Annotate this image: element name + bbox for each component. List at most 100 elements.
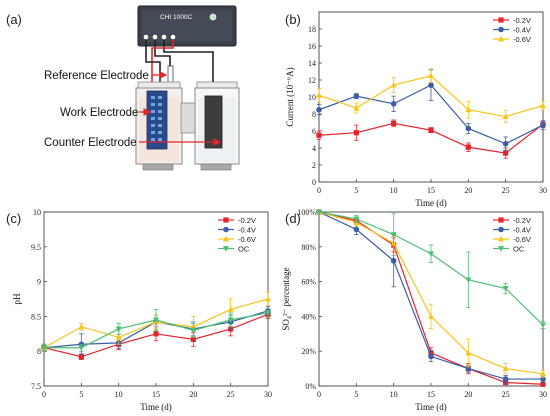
potentiostat-device: CHI 1000C xyxy=(137,5,237,47)
data-point xyxy=(316,209,322,216)
y-tick-label: 16 xyxy=(308,42,316,51)
y-tick-label: 14 xyxy=(308,59,316,68)
legend-marker xyxy=(498,235,504,242)
legend-marker xyxy=(223,235,229,242)
data-point xyxy=(227,317,234,324)
data-point xyxy=(428,127,434,133)
data-point xyxy=(316,132,322,138)
data-point xyxy=(153,317,159,324)
y-axis-label: pH xyxy=(12,293,22,305)
data-point xyxy=(153,331,159,337)
data-point xyxy=(390,257,397,264)
data-point xyxy=(390,232,397,238)
y-tick-label: 100% xyxy=(297,208,316,217)
device-label: CHI 1000C xyxy=(160,14,192,21)
legend-label: -0.2V xyxy=(238,216,256,225)
x-tick-label: 15 xyxy=(427,390,435,399)
plot-frame xyxy=(43,211,269,387)
connector-port-icon xyxy=(143,34,149,40)
legend-label: -0.4V xyxy=(513,226,531,235)
y-tick-label: 12 xyxy=(308,76,316,85)
x-axis-label: Time (d) xyxy=(415,402,446,412)
power-light-icon xyxy=(209,13,217,21)
y-tick-label: 20% xyxy=(301,347,316,356)
panel-label-c: (c) xyxy=(6,211,21,226)
x-tick-label: 20 xyxy=(464,390,472,399)
data-point xyxy=(316,106,322,113)
y-tick-label: 6 xyxy=(312,127,316,136)
legend-marker xyxy=(498,226,504,233)
data-point xyxy=(428,353,434,360)
data-point xyxy=(465,144,471,150)
y-tick-label: 18 xyxy=(308,25,316,34)
data-point xyxy=(265,295,271,302)
x-tick-label: 25 xyxy=(502,186,510,195)
membrane-bridge xyxy=(180,102,196,134)
counter-electrode-label: Counter Electrode xyxy=(44,137,137,149)
data-point xyxy=(503,150,509,156)
y-tick-label: 0% xyxy=(305,382,316,391)
data-point xyxy=(316,92,322,98)
data-point xyxy=(78,345,85,351)
data-point xyxy=(540,122,546,128)
y-tick-label: 80% xyxy=(301,243,316,252)
x-tick-label: 5 xyxy=(79,390,83,399)
data-point xyxy=(465,106,472,113)
x-axis-label: Time (d) xyxy=(140,402,171,412)
panel-label-b: (b) xyxy=(285,12,301,27)
y-tick-label: 9.5 xyxy=(31,243,41,252)
legend-label: -0.2V xyxy=(513,16,531,25)
chart-sulfate-vs-time: 0 5 10 15 20 25 30 0% 20% 40% 60% 80% 100% Time (d) SO… xyxy=(281,208,547,412)
y-tick-label: 2 xyxy=(312,161,316,170)
legend-marker xyxy=(498,17,504,23)
x-tick-label: 0 xyxy=(317,390,321,399)
y-tick-label: 8 xyxy=(37,347,41,356)
data-point xyxy=(540,102,546,108)
counter-electrode-plate xyxy=(204,95,223,149)
y-tick-label: 7.5 xyxy=(31,382,41,391)
x-tick-label: 15 xyxy=(427,186,435,195)
y-tick-label: 4 xyxy=(312,144,316,153)
data-point xyxy=(502,140,509,147)
data-point xyxy=(540,322,546,329)
connector-port-icon xyxy=(170,34,176,40)
data-point xyxy=(465,277,472,284)
legend-label: OC xyxy=(238,245,250,254)
panel-a-schematic: (a) CHI 1000C xyxy=(6,5,240,171)
left-cell xyxy=(135,81,183,171)
legend-marker xyxy=(498,26,504,33)
x-axis-label: Time (d) xyxy=(415,198,446,208)
data-point xyxy=(353,216,360,223)
data-point xyxy=(353,226,360,233)
y-axis-label: Current (10⁻⁶A) xyxy=(285,67,295,126)
data-point xyxy=(227,306,234,312)
x-tick-label: 30 xyxy=(264,390,272,399)
work-electrode-plate xyxy=(146,90,168,150)
legend-marker xyxy=(498,246,504,252)
legend-marker xyxy=(223,226,229,233)
data-point xyxy=(465,349,472,356)
data-point xyxy=(540,381,546,387)
x-tick-label: 25 xyxy=(502,390,510,399)
x-tick-label: 30 xyxy=(539,186,547,195)
panel-label-d: (d) xyxy=(285,211,301,226)
data-point xyxy=(190,336,196,342)
chart-current-vs-time: 0 5 10 15 20 25 30 0 2 4 6 8 10 12 14 16 18 Time (d) Curre… xyxy=(285,11,547,208)
legend-label: -0.4V xyxy=(238,226,256,235)
x-tick-label: 5 xyxy=(354,186,358,195)
x-tick-label: 5 xyxy=(354,390,358,399)
x-tick-label: 0 xyxy=(317,186,321,195)
data-point xyxy=(41,345,47,351)
data-point xyxy=(78,354,84,360)
y-tick-label: 40% xyxy=(301,312,316,321)
data-point xyxy=(353,93,360,99)
connector-port-icon xyxy=(161,34,167,40)
data-point xyxy=(353,104,360,111)
x-tick-label: 10 xyxy=(390,390,398,399)
data-point xyxy=(265,310,271,317)
legend-label: OC xyxy=(513,245,525,254)
x-tick-label: 15 xyxy=(152,390,160,399)
x-tick-label: 10 xyxy=(390,186,398,195)
data-point xyxy=(391,120,397,126)
